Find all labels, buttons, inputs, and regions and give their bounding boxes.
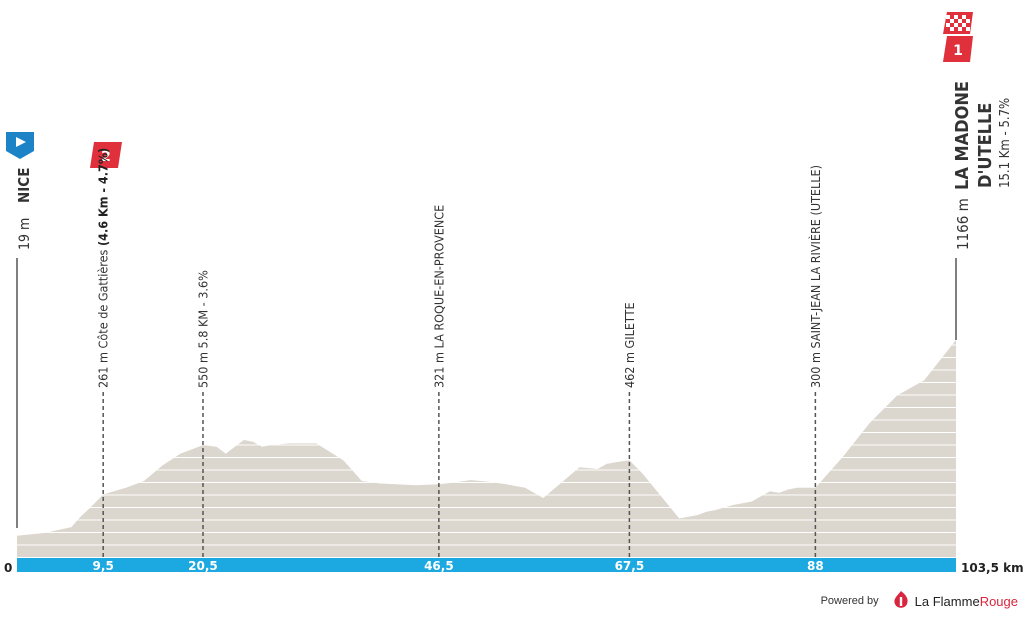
start-altitude: 19 m: [17, 218, 33, 250]
start-flag-icon: [6, 132, 34, 159]
waypoint-label: 462 m GILETTE: [622, 302, 637, 388]
powered-by-label: Powered by: [820, 595, 879, 607]
km-label: 88: [807, 559, 824, 573]
climb-category-1-flag-icon: 1: [943, 36, 973, 62]
finish-name-line1: LA MADONE: [952, 81, 973, 190]
waypoint-labels: 261 m Côte de Gattières (4.6 Km - 4.7%) 5…: [96, 148, 823, 388]
km-label: 20,5: [188, 559, 218, 573]
finish-climb-info: 15.1 Km - 5.7%: [998, 98, 1013, 188]
axis-end-label: 103,5 km: [961, 561, 1024, 575]
start-name: NICE: [15, 168, 33, 203]
waypoint-label: 321 m LA ROQUE-EN-PROVENCE: [431, 205, 446, 388]
km-labels: 9,5 20,5 46,5 67,5 88: [93, 559, 824, 573]
brand-name-accent: Rouge: [979, 593, 1018, 609]
waypoint-label: 550 m 5.8 KM - 3.6%: [195, 270, 210, 388]
km-label: 46,5: [424, 559, 454, 573]
waypoint-label: 300 m SAINT-JEAN LA RIVIÈRE (UTELLE): [808, 165, 823, 388]
footer: Powered by La Flamme Rouge: [821, 591, 1018, 611]
distance-axis-bar: [17, 558, 956, 572]
km-label: 9,5: [93, 559, 114, 573]
finish-name-line2: D'UTELLE: [975, 103, 996, 188]
axis-start-label: 0: [4, 561, 12, 575]
finish-altitude: 1166 m: [954, 198, 972, 250]
finish-category-label: 1: [953, 43, 963, 59]
elevation-profile-area: [17, 340, 956, 557]
checkered-flag-icon: [943, 12, 973, 34]
waypoint-label: 261 m Côte de Gattières (4.6 Km - 4.7%): [96, 148, 111, 388]
flame-logo-icon: [894, 591, 908, 608]
brand-name: La Flamme: [914, 593, 980, 609]
climb-category-2-flag-icon: 2: [90, 142, 122, 168]
km-label: 67,5: [615, 559, 645, 573]
climb-category-label: 2: [101, 149, 111, 165]
